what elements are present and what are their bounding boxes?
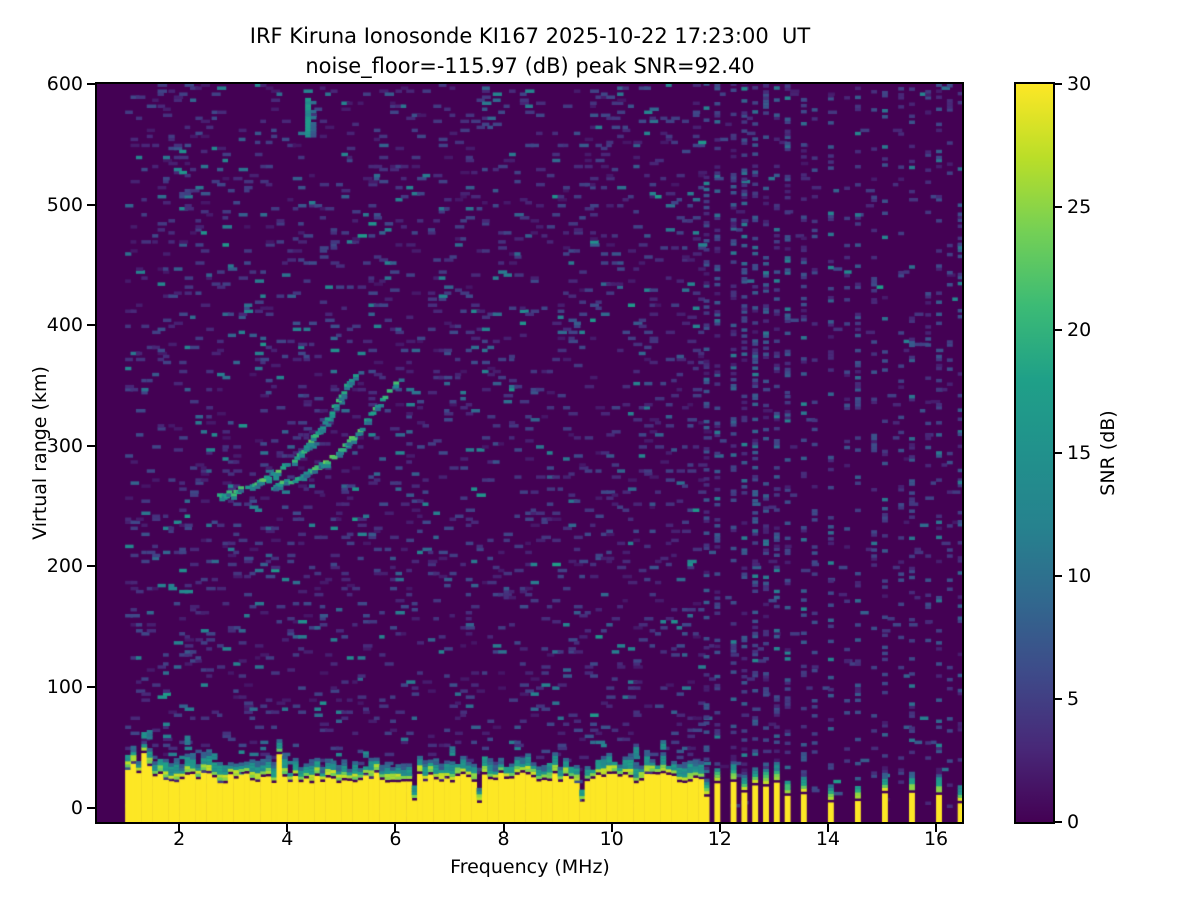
colorbar-tick-label: 25 — [1067, 196, 1092, 218]
y-tick-label: 0 — [70, 796, 83, 819]
colorbar-tick-mark — [1055, 329, 1062, 331]
y-tick-mark — [87, 565, 95, 568]
y-tick-label: 500 — [46, 193, 83, 216]
ionogram-heatmap-canvas — [97, 84, 962, 822]
x-tick-label: 8 — [497, 828, 510, 850]
colorbar-tick-mark — [1055, 575, 1062, 577]
colorbar-tick-mark — [1055, 698, 1062, 700]
y-tick-mark — [87, 83, 95, 85]
heatmap-plot-area — [95, 82, 964, 824]
x-tick-mark — [826, 824, 829, 832]
y-tick-mark — [87, 685, 95, 688]
x-tick-label: 10 — [599, 828, 624, 850]
x-tick-label: 2 — [173, 828, 186, 850]
y-tick-label: 600 — [46, 73, 83, 95]
y-tick-label: 300 — [46, 434, 83, 457]
x-tick-label: 4 — [281, 828, 294, 850]
y-tick-label: 100 — [46, 675, 83, 698]
colorbar-tick-mark — [1055, 83, 1062, 85]
x-tick-mark — [178, 824, 181, 832]
colorbar-tick-label: 30 — [1067, 73, 1092, 95]
colorbar-tick-label: 0 — [1067, 811, 1080, 833]
x-axis-label: Frequency (MHz) — [450, 856, 610, 878]
x-tick-mark — [610, 824, 613, 832]
chart-title-line2: noise_floor=-115.97 (dB) peak SNR=92.40 — [305, 54, 755, 78]
x-tick-mark — [935, 824, 938, 832]
x-tick-label: 6 — [389, 828, 402, 850]
x-tick-mark — [286, 824, 289, 832]
y-tick-mark — [87, 444, 95, 447]
colorbar-tick-mark — [1055, 821, 1062, 823]
y-tick-mark — [87, 324, 95, 327]
colorbar — [1014, 82, 1055, 824]
colorbar-tick-label: 15 — [1067, 442, 1092, 464]
y-tick-label: 400 — [46, 314, 83, 337]
colorbar-tick-mark — [1055, 452, 1062, 454]
x-tick-mark — [394, 824, 397, 832]
x-tick-label: 12 — [707, 828, 732, 850]
x-tick-label: 16 — [923, 828, 949, 850]
y-tick-mark — [87, 203, 95, 206]
x-tick-label: 14 — [815, 828, 841, 850]
colorbar-tick-mark — [1055, 206, 1062, 208]
y-tick-mark — [87, 806, 95, 809]
x-tick-mark — [502, 824, 505, 832]
y-tick-label: 200 — [46, 555, 83, 578]
colorbar-label: SNR (dB) — [1097, 410, 1119, 496]
colorbar-tick-label: 10 — [1067, 565, 1092, 587]
chart-title-line1: IRF Kiruna Ionosonde KI167 2025-10-22 17… — [249, 24, 811, 48]
y-axis-label: Virtual range (km) — [29, 366, 51, 540]
colorbar-tick-label: 20 — [1067, 319, 1092, 341]
colorbar-tick-label: 5 — [1067, 688, 1080, 710]
x-tick-mark — [718, 824, 721, 832]
